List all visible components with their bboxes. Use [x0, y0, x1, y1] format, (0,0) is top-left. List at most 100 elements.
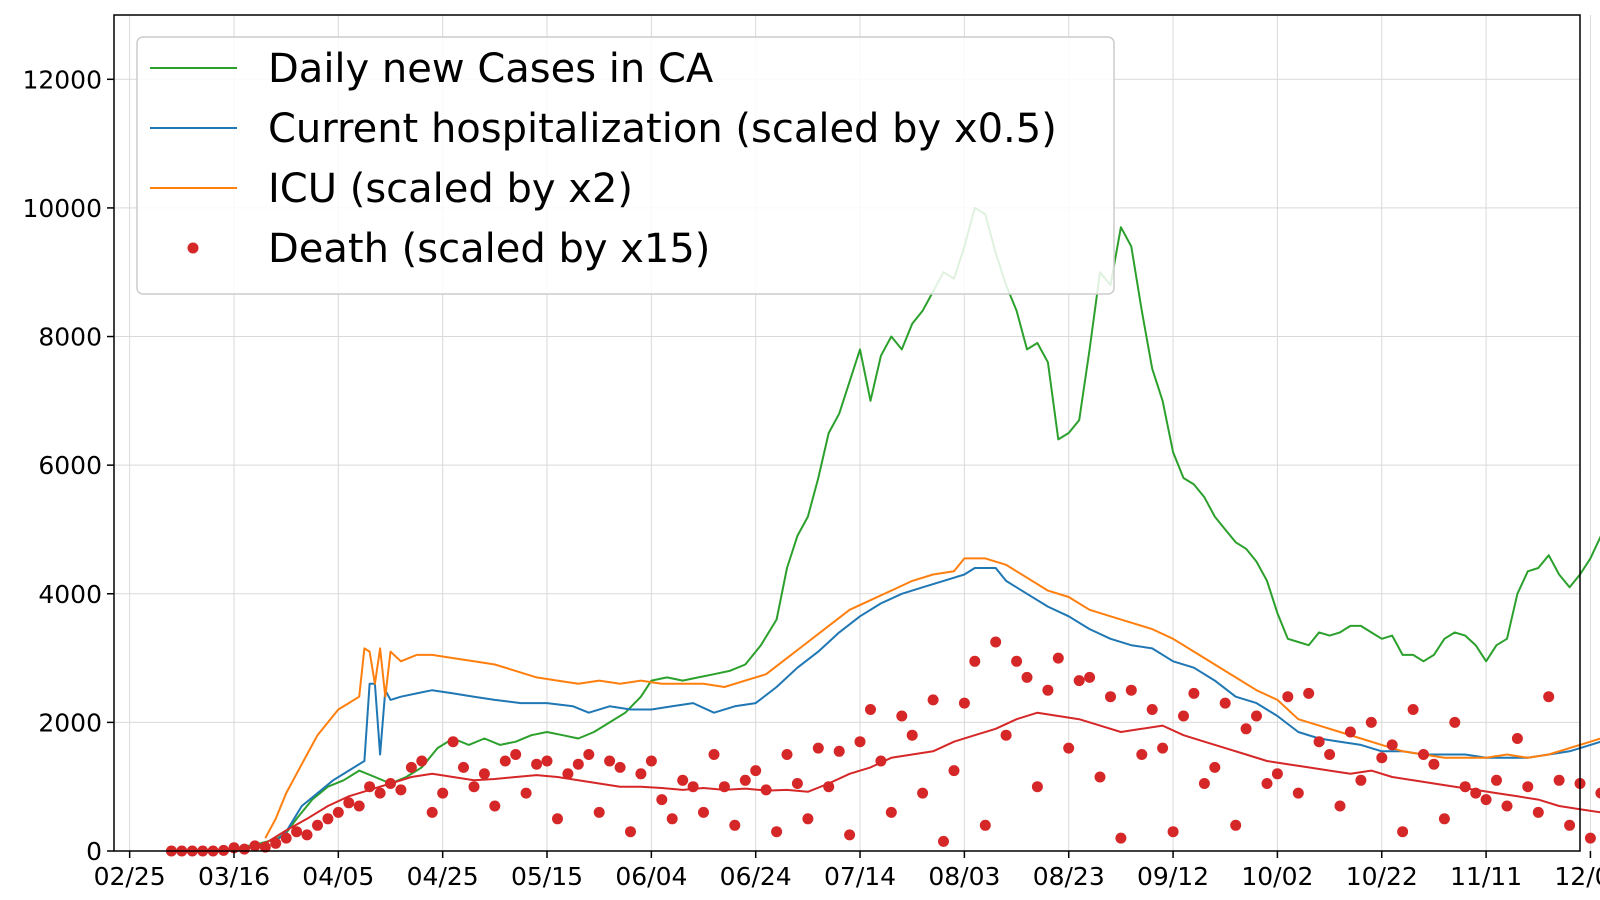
death-point — [645, 755, 657, 767]
death-point — [1282, 691, 1294, 703]
legend: Daily new Cases in CA Current hospitaliza… — [136, 36, 1115, 295]
x-tick-label: 03/16 — [198, 862, 270, 891]
y-tick-label: 0 — [86, 837, 102, 866]
death-point — [1553, 774, 1565, 786]
death-point — [990, 636, 1002, 648]
death-point — [458, 761, 469, 773]
death-point — [1136, 749, 1148, 760]
death-point — [541, 755, 553, 767]
death-point — [812, 742, 824, 754]
death-point — [1501, 800, 1513, 812]
death-point — [635, 768, 647, 780]
death-point — [1230, 819, 1242, 831]
death-point — [885, 806, 897, 818]
death-point — [499, 755, 511, 767]
series-layer — [165, 206, 1600, 857]
death-point — [364, 781, 376, 793]
death-point — [614, 761, 626, 773]
x-tick-label: 06/04 — [615, 862, 687, 891]
death-point — [343, 797, 355, 809]
death-point — [1188, 687, 1200, 699]
death-point — [1157, 742, 1169, 754]
legend-label: ICU (scaled by x2) — [268, 166, 633, 212]
death-point — [259, 841, 271, 853]
x-tick-label: 04/05 — [302, 862, 374, 891]
death-point — [1532, 806, 1544, 818]
death-point — [1125, 684, 1137, 696]
legend-label: Daily new Cases in CA — [268, 46, 714, 92]
death-point — [312, 819, 323, 831]
death-point — [1522, 781, 1534, 793]
death-point — [1365, 716, 1377, 728]
x-tick-label: 08/03 — [928, 862, 1000, 891]
death-point — [750, 765, 762, 777]
death-point — [948, 765, 960, 777]
death-point — [906, 729, 918, 741]
death-point — [593, 806, 605, 818]
death-point — [332, 806, 344, 818]
death-point — [729, 819, 741, 831]
death-point — [1511, 733, 1523, 744]
death-point — [1418, 749, 1429, 760]
death-point — [1178, 710, 1189, 722]
legend-label: Current hospitalization (scaled by x0.5) — [268, 106, 1057, 152]
death-point — [1063, 742, 1075, 754]
death-point — [656, 794, 668, 806]
death-point — [531, 758, 543, 770]
death-point — [1470, 787, 1482, 799]
death-point — [1011, 655, 1023, 667]
death-point — [238, 843, 250, 855]
death-point — [854, 736, 866, 748]
death-point — [249, 840, 261, 852]
death-point — [1167, 826, 1179, 838]
death-point — [1564, 819, 1576, 831]
death-point — [875, 755, 887, 767]
death-point — [385, 778, 396, 789]
death-point — [416, 755, 428, 767]
death-point — [1261, 778, 1273, 789]
death-point — [917, 787, 929, 799]
legend-swatch — [187, 242, 199, 254]
death-point — [280, 832, 292, 844]
death-point — [353, 800, 365, 812]
death-point — [771, 826, 783, 838]
death-point — [395, 784, 407, 796]
death-point — [927, 694, 939, 706]
legend-entries: Daily new Cases in CA Current hospitaliza… — [150, 46, 1057, 272]
y-tick-label: 10000 — [22, 194, 102, 223]
death-point — [687, 781, 699, 793]
death-point — [1449, 716, 1461, 728]
death-point — [1344, 726, 1356, 738]
death-point — [405, 761, 417, 773]
x-tick-label: 11/11 — [1450, 862, 1522, 891]
death-point — [1105, 691, 1116, 703]
series-line-daily-new-cases-in-ca — [171, 206, 1600, 852]
death-point — [833, 745, 845, 757]
death-point — [437, 787, 449, 799]
y-tick-label: 6000 — [38, 451, 102, 480]
death-point — [478, 768, 490, 780]
death-point — [896, 710, 908, 722]
death-point — [1209, 761, 1221, 773]
y-tick-label: 12000 — [22, 65, 102, 94]
death-point — [1397, 826, 1409, 838]
death-point — [1438, 813, 1450, 825]
death-point — [270, 837, 282, 849]
death-point — [1376, 752, 1388, 764]
death-point — [1491, 774, 1502, 786]
death-point — [1146, 704, 1158, 715]
death-point — [625, 826, 636, 838]
legend-label: Death (scaled by x15) — [268, 226, 710, 272]
death-point — [426, 806, 438, 818]
y-tick-label: 2000 — [38, 708, 102, 737]
death-point — [291, 826, 303, 838]
series-line-current-hospitalization-scaled-by-x0-5 — [275, 567, 1600, 843]
death-point — [698, 806, 709, 818]
death-point — [572, 758, 584, 770]
death-point — [718, 781, 730, 793]
death-point — [374, 787, 386, 799]
death-point — [510, 749, 522, 760]
death-point — [1428, 758, 1440, 770]
death-point — [1198, 778, 1210, 789]
death-point — [760, 784, 772, 796]
